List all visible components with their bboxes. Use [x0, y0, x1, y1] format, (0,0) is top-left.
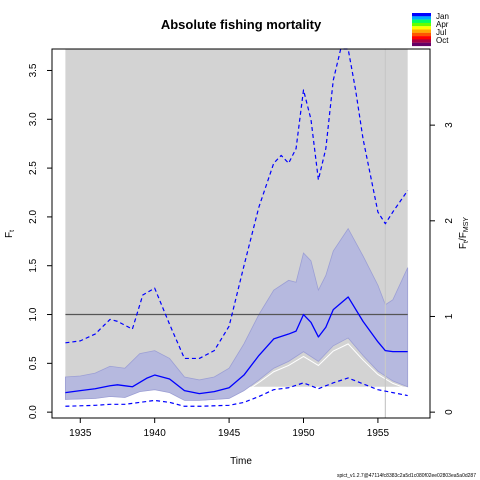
legend-label-jul: Jul [436, 28, 446, 37]
chart-title: Absolute fishing mortality [161, 17, 322, 32]
series-lines [65, 48, 409, 418]
version-footer: spict_v1.2.7@47114fc8383c2a5d1c080f02ee0… [337, 473, 476, 479]
y2-tick-label: 1 [444, 313, 455, 319]
y-axis-label-main: F [4, 232, 15, 238]
legend-swatch [412, 19, 431, 23]
legend-swatch [412, 32, 431, 37]
y-axis-label-subscript: t [9, 230, 16, 232]
upper-dashed-line [65, 48, 409, 360]
secondary-y-axis-label: Ft/FMSY [458, 217, 470, 249]
y2-label-sub-t: t [463, 241, 470, 243]
x-tick-label: 1955 [367, 428, 390, 439]
legend-label-oct: Oct [436, 36, 449, 45]
y-tick-label: 1.5 [28, 258, 39, 272]
x-tick-label: 1950 [292, 428, 315, 439]
y2-tick-label: 2 [444, 218, 455, 224]
month-legend: Jan Apr Jul Oct [412, 12, 449, 47]
y2-tick-label: 0 [444, 409, 455, 415]
legend-swatch [412, 29, 431, 33]
y2-label-sub-msy: MSY [463, 217, 470, 233]
legend-label-jan: Jan [436, 12, 449, 21]
legend-swatch [412, 36, 431, 40]
y-tick-label: 0.0 [28, 405, 39, 419]
y-tick-label: 1.0 [28, 307, 39, 321]
y-tick-label: 2.5 [28, 161, 39, 175]
y-tick-label: 2.0 [28, 210, 39, 224]
x-axis: 1935 1940 1945 1950 1955 [69, 418, 389, 439]
legend-swatch [412, 22, 431, 27]
legend-swatch [412, 42, 431, 47]
legend-color-bar [412, 13, 431, 47]
x-axis-label: Time [230, 456, 252, 467]
legend-swatch [412, 39, 431, 43]
ft-line [65, 296, 408, 395]
y-axis-label: Ft [4, 230, 16, 238]
plot-frame [51, 48, 431, 419]
legend-swatch [412, 13, 431, 17]
legend-swatch [412, 26, 431, 30]
y-tick-label: 0.5 [28, 356, 39, 370]
y-tick-label: 3.0 [28, 112, 39, 126]
x-tick-label: 1940 [144, 428, 167, 439]
secondary-y-axis: 0 1 2 3 [430, 122, 455, 415]
legend-swatch [412, 16, 431, 20]
x-tick-label: 1935 [69, 428, 92, 439]
y2-tick-label: 3 [444, 122, 455, 128]
x-tick-label: 1945 [218, 428, 241, 439]
y2-label-f1: F [458, 243, 469, 249]
y-tick-label: 3.5 [28, 63, 39, 77]
white-ci-line [65, 343, 408, 402]
legend-label-apr: Apr [436, 20, 449, 29]
y-axis: 0.0 0.5 1.0 1.5 2.0 2.5 3.0 3.5 [28, 63, 52, 419]
y2-label-fmsy: /F [458, 232, 469, 241]
